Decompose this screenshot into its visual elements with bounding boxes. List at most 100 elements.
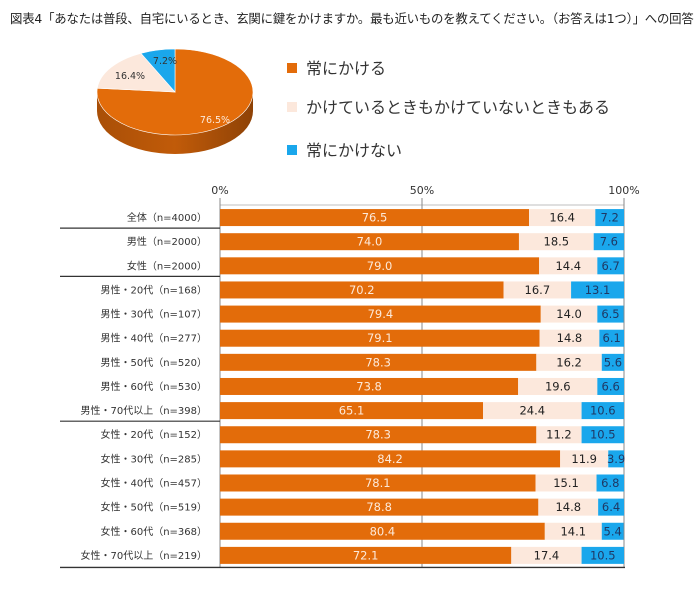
pie-chart: 76.5% 16.4% 7.2%: [96, 48, 254, 154]
bar-value-label: 6.4: [602, 500, 620, 514]
bar-segment-always-lock: [220, 402, 484, 420]
x-tick-label: 50%: [410, 184, 434, 197]
legend-label: かけているときもかけていないときもある: [306, 98, 610, 117]
bar-segment-never-lock: [598, 498, 624, 516]
category-label: 男性・20代（n=168）: [100, 283, 207, 296]
bar-value-label: 73.8: [356, 379, 382, 393]
bar-value-label: 14.1: [560, 524, 586, 538]
bar-value-label: 78.3: [365, 355, 391, 369]
bar-value-label: 10.5: [590, 428, 616, 442]
bar-value-label: 72.1: [353, 548, 379, 562]
x-tick-label: 100%: [608, 184, 639, 197]
bar-segment-sometimes: [529, 209, 596, 227]
bar-value-label: 19.6: [545, 379, 571, 393]
legend-swatch: [287, 145, 297, 155]
legend-swatch: [287, 63, 297, 73]
legend-label: 常にかける: [306, 59, 386, 78]
bar-segment-never-lock: [571, 281, 624, 299]
bar-segment-sometimes: [503, 281, 572, 299]
category-label: 男性（n=2000）: [127, 235, 207, 248]
bar-segment-always-lock: [220, 546, 512, 564]
legend-swatch: [287, 102, 297, 112]
stacked-bar-chart: 0% 50% 100% 全体（n=4000） 76.5 16.4 7.2 男性（n=2000）…: [60, 184, 640, 569]
bar-value-label: 16.7: [525, 283, 551, 297]
bar-value-label: 11.2: [546, 428, 572, 442]
pie-slice-label: 16.4%: [115, 71, 145, 82]
bar-value-label: 6.8: [601, 476, 619, 490]
figure-title: 図表4「あなたは普段、自宅にいるとき、玄関に鍵をかけますか。最も近いものを教えて…: [10, 11, 694, 26]
pie-slice: [96, 48, 254, 136]
bar-segment-sometimes: [536, 353, 602, 371]
bar-segment-always-lock: [220, 498, 539, 516]
pie-slice-label: 7.2%: [153, 56, 177, 67]
x-tick-label: 0%: [211, 184, 228, 197]
category-label: 女性・50代（n=519）: [100, 501, 207, 514]
category-label: 男性・40代（n=277）: [100, 332, 207, 345]
bar-value-label: 5.6: [604, 355, 622, 369]
bar-segment-always-lock: [220, 233, 519, 251]
bar-value-label: 78.1: [365, 476, 391, 490]
bar-segment-sometimes: [483, 402, 582, 420]
bar-value-label: 6.7: [602, 259, 620, 273]
bar-value-label: 79.1: [367, 331, 393, 345]
category-label: 女性・70代以上（n=219）: [80, 549, 207, 562]
bar-segment-never-lock: [601, 522, 624, 540]
bar-segment-always-lock: [220, 305, 541, 323]
bar-value-label: 84.2: [377, 452, 403, 466]
category-label: 女性（n=2000）: [127, 259, 207, 272]
legend-label: 常にかけない: [306, 141, 402, 160]
category-label: 男性・30代（n=107）: [100, 308, 207, 321]
bar-value-label: 6.6: [602, 379, 620, 393]
bar-value-label: 14.0: [556, 307, 582, 321]
bar-segment-never-lock: [608, 450, 624, 468]
bar-value-label: 76.5: [362, 211, 388, 225]
bar-value-label: 7.2: [601, 211, 619, 225]
bar-value-label: 10.6: [590, 404, 616, 418]
bar-segment-sometimes: [544, 522, 602, 540]
bar-value-label: 14.4: [555, 259, 581, 273]
bar-value-label: 18.5: [544, 235, 570, 249]
category-label: 女性・60代（n=368）: [100, 525, 207, 538]
bar-value-label: 7.6: [600, 235, 618, 249]
bar-segment-never-lock: [597, 257, 624, 275]
bar-segment-always-lock: [220, 257, 540, 275]
bar-segment-never-lock: [581, 426, 624, 444]
bar-segment-never-lock: [597, 377, 624, 395]
bar-value-label: 11.9: [571, 452, 597, 466]
bar-segment-sometimes: [536, 426, 582, 444]
category-label: 男性・70代以上（n=398）: [80, 404, 207, 417]
bar-segment-sometimes: [539, 329, 600, 347]
category-label: 全体（n=4000）: [127, 211, 207, 224]
bar-segment-sometimes: [535, 474, 597, 492]
bar-value-label: 78.3: [365, 428, 391, 442]
bar-segment-always-lock: [220, 353, 537, 371]
bar-value-label: 14.8: [557, 331, 583, 345]
bar-segment-sometimes: [511, 546, 582, 564]
bar-segment-always-lock: [220, 474, 536, 492]
bar-segment-sometimes: [540, 305, 598, 323]
bar-value-label: 5.4: [604, 524, 622, 538]
bar-segment-never-lock: [581, 402, 624, 420]
bar-segment-always-lock: [220, 281, 504, 299]
bar-value-label: 15.1: [553, 476, 579, 490]
bar-segment-always-lock: [220, 209, 530, 227]
bar-segment-never-lock: [599, 329, 624, 347]
bar-segment-always-lock: [220, 329, 540, 347]
bar-segment-sometimes: [518, 377, 598, 395]
pie-slice: [96, 52, 176, 93]
bar-value-label: 17.4: [534, 548, 560, 562]
bar-segment-never-lock: [595, 209, 624, 227]
bar-value-label: 14.8: [555, 500, 581, 514]
bar-value-label: 16.4: [549, 211, 575, 225]
category-label: 女性・40代（n=457）: [100, 476, 207, 489]
bar-segment-sometimes: [518, 233, 594, 251]
bar-value-label: 13.1: [585, 283, 611, 297]
category-label: 男性・50代（n=520）: [100, 356, 207, 369]
bar-value-label: 10.5: [590, 548, 616, 562]
category-label: 女性・20代（n=152）: [100, 428, 207, 441]
bar-value-label: 3.9: [607, 452, 625, 466]
bar-segment-always-lock: [220, 377, 519, 395]
bar-segment-sometimes: [539, 257, 598, 275]
